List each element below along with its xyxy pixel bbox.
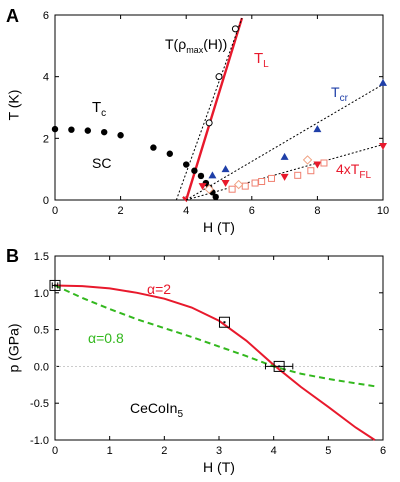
x-tick-label: 6	[380, 445, 386, 457]
point-tfl_open	[307, 167, 315, 175]
point-tfl_open	[267, 174, 275, 182]
data-marker-center	[223, 321, 226, 324]
y-tick-label: 4	[43, 72, 49, 84]
y-tick-label: 1.5	[34, 251, 49, 263]
point-tfl_open	[258, 178, 266, 185]
y-tick-label: -1.0	[30, 435, 49, 447]
point-tfl_open	[228, 185, 236, 193]
point-trho	[215, 73, 223, 81]
annotation-tc: Tc	[92, 99, 106, 119]
panel-b-frame	[54, 255, 384, 441]
panel-a-plot: 0 2 4 6 8 10 0 2 4 6 T (K) H (T) Tc SC TL Tcr 4xT…	[5, 10, 389, 235]
x-tick-label: 8	[314, 205, 320, 217]
y-tick-label: 0.5	[34, 325, 49, 337]
point-tfl	[280, 173, 289, 181]
point-tc	[197, 172, 205, 180]
point-tfl	[198, 183, 207, 191]
x-tick-label: 6	[249, 205, 255, 217]
y-tick-label: 6	[43, 10, 49, 22]
panel-a-lines	[175, 17, 384, 203]
annotation-material: CeCoIn5	[130, 400, 183, 420]
point-tcr	[208, 171, 217, 179]
panel-label-a: A	[6, 6, 19, 26]
data-marker-center	[278, 365, 281, 368]
line-rho_fit	[175, 17, 243, 201]
point-tc	[84, 127, 92, 134]
point-tc	[117, 132, 124, 139]
data-marker-center	[54, 284, 56, 287]
point-tc	[68, 126, 75, 133]
point-tcr	[313, 125, 322, 133]
panel-b-plot: 0 1 2 3 4 5 6 -1.0 -0.5 0.0 0.5 1.0 1.5 p (GPa) H (T…	[5, 251, 386, 475]
series-line	[54, 284, 375, 388]
panel-b-lines	[54, 284, 383, 441]
data-marker-square	[218, 316, 230, 328]
point-tfl	[221, 180, 230, 188]
data-marker-square	[273, 360, 285, 372]
annotation-trho: T(ρmax(H))	[165, 36, 227, 55]
point-tfl_open	[241, 182, 249, 190]
annotation-tfl: 4xTFL	[336, 161, 371, 181]
data-marker-square	[49, 279, 61, 291]
point-trho	[231, 25, 239, 33]
point-trho	[205, 119, 213, 127]
y-tick-label: 0.0	[34, 361, 49, 373]
panel-a-ticks: 0 2 4 6 8 10 0 2 4 6	[43, 10, 389, 217]
point-tc	[166, 150, 173, 157]
point-tfl_diamond	[302, 155, 313, 165]
panel-b-ticks: 0 1 2 3 4 5 6 -1.0 -0.5 0.0 0.5 1.0 1.5	[30, 251, 386, 457]
panel-a-frame	[54, 14, 384, 201]
point-tcr	[221, 165, 230, 173]
point-tfl	[313, 161, 322, 169]
annotation-tcr: Tcr	[331, 84, 349, 104]
annotation-alpha-2: α=2	[147, 281, 171, 297]
point-tfl_diamond	[204, 184, 214, 194]
y-tick-label: 1.0	[34, 288, 49, 300]
y-tick-label: 2	[43, 133, 49, 145]
point-tc	[183, 161, 190, 168]
x-tick-label: 10	[377, 205, 389, 217]
panel-label-b: B	[6, 246, 19, 266]
point-tfl_open	[294, 171, 302, 179]
y-tick-label: 0	[43, 195, 49, 207]
point-tc	[51, 125, 59, 133]
point-tc	[212, 193, 219, 201]
point-tcr	[280, 152, 289, 160]
point-tfl_open	[320, 159, 328, 167]
x-tick-label: 4	[183, 205, 189, 217]
x-tick-label: 3	[216, 445, 222, 457]
x-tick-label: 5	[325, 445, 331, 457]
x-tick-label: 0	[52, 445, 58, 457]
x-tick-label: 0	[52, 205, 58, 217]
annotation-sc: SC	[92, 155, 111, 171]
x-tick-label: 2	[161, 445, 167, 457]
x-tick-label: 2	[118, 205, 124, 217]
series-line	[54, 284, 376, 441]
point-tc	[150, 144, 157, 151]
annotation-tl: TL	[254, 50, 269, 70]
point-tfl	[379, 143, 387, 151]
panel-b-ylabel: p (GPa)	[5, 323, 21, 372]
point-tc	[101, 128, 108, 136]
panel-a-xlabel: H (T)	[203, 219, 235, 235]
x-tick-label: 4	[271, 445, 277, 457]
point-tcr	[379, 78, 387, 86]
point-tfl_open	[251, 179, 259, 187]
annotation-alpha-0-8: α=0.8	[88, 330, 124, 346]
panel-b-xlabel: H (T)	[203, 459, 235, 475]
panel-a-points	[51, 25, 387, 201]
y-tick-label: -0.5	[30, 398, 49, 410]
point-tfl_diamond	[233, 179, 244, 190]
point-tc	[191, 167, 198, 174]
panel-b-points	[49, 279, 294, 372]
x-tick-label: 1	[107, 445, 113, 457]
panel-a-ylabel: T (K)	[5, 90, 21, 121]
